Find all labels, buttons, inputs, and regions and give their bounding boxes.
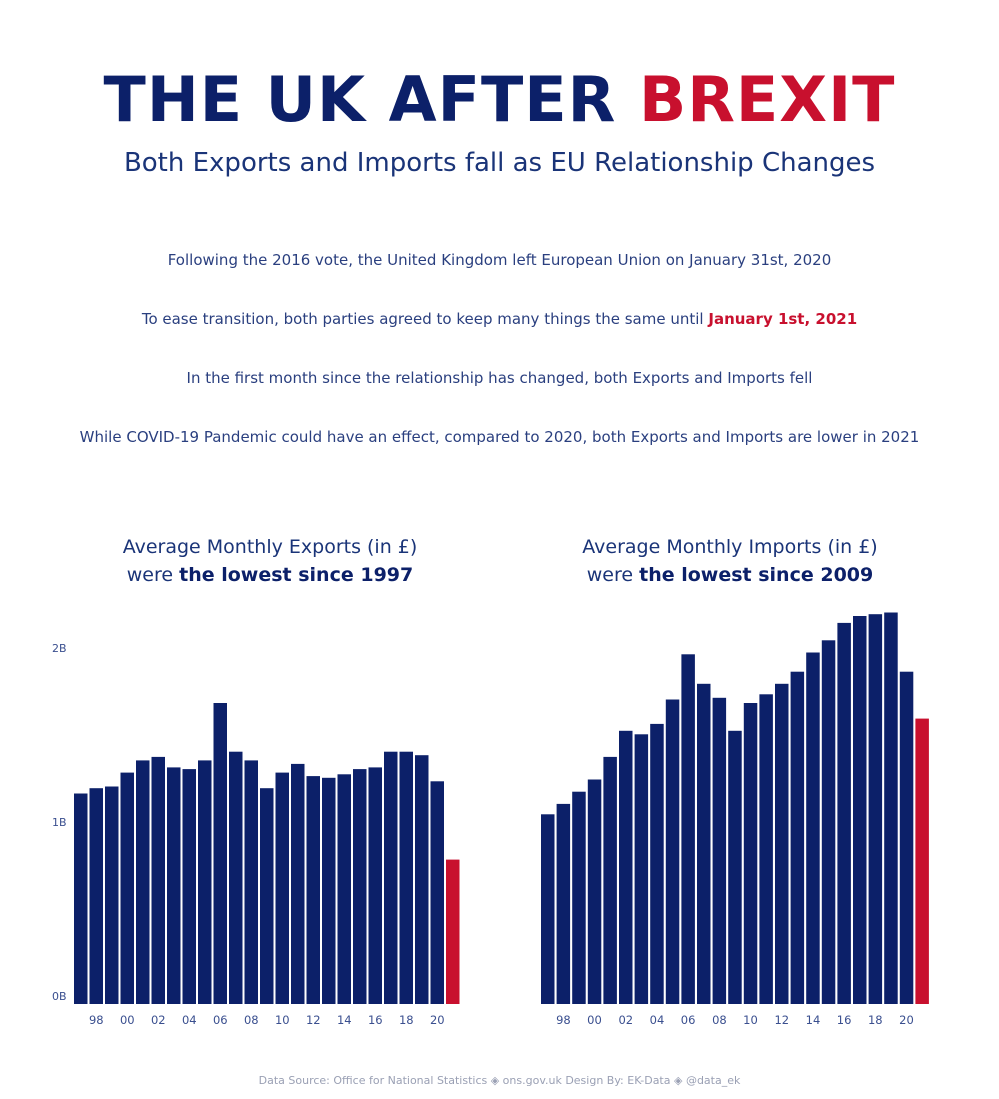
imports-bar-2013 <box>790 671 805 1004</box>
imports-x-tick-label: 14 <box>806 1013 821 1027</box>
imports-bar-2007 <box>697 683 711 1004</box>
imports-bar-2009 <box>728 730 742 1004</box>
exports-bar-2010 <box>275 772 289 1004</box>
imports-bar-2012 <box>775 683 789 1004</box>
exports-bar-2003 <box>167 767 181 1004</box>
page-subtitle: Both Exports and Imports fall as EU Rela… <box>123 148 876 178</box>
imports-title-bold: the lowest since 2009 <box>639 564 874 586</box>
imports-bar-2006 <box>681 654 695 1004</box>
exports-bar-1997 <box>74 793 88 1004</box>
imports-x-tick-label: 00 <box>587 1013 602 1027</box>
exports-x-tick-label: 16 <box>368 1013 383 1027</box>
exports-bar-2005 <box>198 760 212 1004</box>
exports-bar-2017 <box>384 751 398 1004</box>
exports-x-tick-label: 02 <box>151 1013 166 1027</box>
exports-x-tick-label: 20 <box>430 1013 445 1027</box>
imports-bar-2005 <box>665 699 680 1004</box>
imports-bar-2015 <box>821 640 836 1004</box>
exports-bar-2008 <box>244 760 258 1004</box>
exports-bar-2020 <box>430 781 444 1004</box>
exports-bar-2011 <box>291 763 305 1004</box>
exports-x-tick-label: 14 <box>337 1013 352 1027</box>
imports-x-tick-label: 04 <box>650 1013 665 1027</box>
exports-bar-2007 <box>229 751 243 1004</box>
imports-x-tick-label: 02 <box>618 1013 633 1027</box>
exports-y-tick-label: 2B <box>52 642 67 655</box>
imports-bar-1998 <box>556 803 571 1004</box>
exports-bar-2021 <box>446 859 460 1004</box>
exports-x-tick-label: 08 <box>244 1013 259 1027</box>
imports-bar-2019 <box>884 612 898 1004</box>
imports-x-tick-label: 10 <box>743 1013 758 1027</box>
exports-bar-2015 <box>353 769 367 1004</box>
imports-bar-2021 <box>915 718 929 1004</box>
exports-bar-2019 <box>415 755 429 1004</box>
title-part-2-brexit: BREXIT <box>638 63 896 136</box>
imports-x-tick-label: 08 <box>712 1013 727 1027</box>
imports-bar-2011 <box>759 694 773 1004</box>
imports-bar-2020 <box>899 671 914 1004</box>
exports-x-tick-label: 10 <box>275 1013 290 1027</box>
exports-chart-title: Average Monthly Exports (in £) were the … <box>50 533 490 589</box>
exports-bar-2006 <box>213 703 227 1004</box>
imports-x-tick-label: 20 <box>899 1013 914 1027</box>
imports-bar-2003 <box>634 734 649 1004</box>
imports-bar-2008 <box>712 697 727 1004</box>
exports-bar-2000 <box>120 772 134 1004</box>
exports-x-tick-label: 12 <box>306 1013 321 1027</box>
exports-bar-2012 <box>306 776 320 1004</box>
exports-bar-2013 <box>322 777 336 1004</box>
exports-y-tick-label: 1B <box>52 816 67 829</box>
imports-bar-2016 <box>837 622 851 1004</box>
imports-bar-2004 <box>650 723 664 1004</box>
exports-title-prefix: were <box>126 564 180 586</box>
imports-chart-title-line-2: were the lowest since 2009 <box>510 561 950 589</box>
exports-bar-2004 <box>182 769 196 1004</box>
exports-title-bold: the lowest since 1997 <box>179 564 414 586</box>
exports-x-tick-label: 18 <box>399 1013 414 1027</box>
exports-x-tick-label: 04 <box>182 1013 197 1027</box>
exports-bar-1999 <box>105 786 119 1004</box>
exports-bar-1998 <box>89 788 103 1004</box>
imports-x-tick-label: 98 <box>556 1013 571 1027</box>
imports-bar-1999 <box>572 791 586 1004</box>
intro-paragraph-1: Following the 2016 vote, the United King… <box>167 251 832 269</box>
title-part-1: THE UK AFTER <box>103 63 639 136</box>
exports-bar-2001 <box>136 760 150 1004</box>
intro-paragraph-3: In the first month since the relationshi… <box>186 369 813 387</box>
page-title: THE UK AFTER BREXIT <box>0 62 999 138</box>
exports-bar-2018 <box>399 751 413 1004</box>
imports-x-tick-label: 06 <box>681 1013 696 1027</box>
imports-bar-2014 <box>806 652 820 1004</box>
imports-bar-2002 <box>619 730 633 1004</box>
exports-x-tick-label: 98 <box>89 1013 104 1027</box>
intro-paragraph-4: While COVID-19 Pandemic could have an ef… <box>79 428 920 446</box>
exports-x-tick-label: 06 <box>213 1013 228 1027</box>
exports-x-tick-label: 00 <box>120 1013 135 1027</box>
imports-bar-2018 <box>868 614 883 1004</box>
imports-x-tick-label: 18 <box>868 1013 883 1027</box>
imports-chart-title-line-1: Average Monthly Imports (in £) <box>582 536 878 558</box>
imports-x-tick-label: 16 <box>837 1013 852 1027</box>
exports-bar-2009 <box>260 788 274 1004</box>
imports-bar-1997 <box>541 814 555 1004</box>
imports-bar-2017 <box>853 616 867 1004</box>
imports-bar-2000 <box>587 779 602 1004</box>
intro-paragraph-2-text: To ease transition, both parties agreed … <box>141 310 709 328</box>
imports-bar-2010 <box>743 703 758 1004</box>
exports-y-tick-label: 0B <box>52 990 67 1003</box>
exports-chart-title-line-2: were the lowest since 1997 <box>50 561 490 589</box>
footer-credits: Data Source: Office for National Statist… <box>258 1074 741 1087</box>
exports-chart-title-line-1: Average Monthly Exports (in £) <box>122 536 418 558</box>
imports-chart-title: Average Monthly Imports (in £) were the … <box>510 533 950 589</box>
imports-title-prefix: were <box>586 564 640 586</box>
exports-bar-2002 <box>151 756 165 1004</box>
intro-paragraph-2: To ease transition, both parties agreed … <box>0 309 999 329</box>
transition-date-highlight: January 1st, 2021 <box>708 310 858 328</box>
exports-bar-2016 <box>368 767 382 1004</box>
imports-x-tick-label: 12 <box>774 1013 789 1027</box>
imports-bar-2001 <box>603 756 617 1004</box>
exports-bar-2014 <box>337 774 351 1004</box>
